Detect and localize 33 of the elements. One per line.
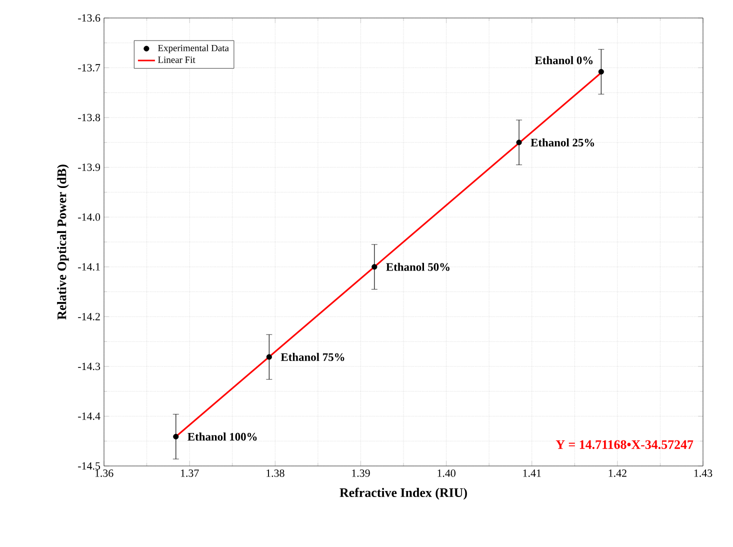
point (516, 140, 522, 146)
y-tick-label: -13.6 (78, 14, 100, 22)
point (598, 68, 604, 75)
x-tick-label: 1.41 (523, 470, 541, 477)
annotation: Y = 14.71168•X-34.57247 (556, 440, 694, 450)
x-axis-title: Refractive Index (RIU) (340, 488, 467, 500)
x-tick-label: 1.38 (266, 470, 284, 477)
x-tick-label: 1.43 (694, 470, 712, 477)
annotation: Ethanol 50% (386, 262, 450, 271)
point (173, 434, 179, 440)
x-tick-label: 1.37 (180, 470, 199, 477)
y-tick-label: -14.1 (78, 263, 100, 271)
annotation: Ethanol 25% (530, 138, 594, 146)
y-tick-label: -14.0 (78, 213, 100, 221)
y-tick-label: -13.8 (78, 114, 100, 122)
x-tick-label: 1.36 (95, 470, 114, 477)
y-tick-label: -13.9 (78, 164, 100, 172)
x-tick-label: 1.39 (352, 470, 370, 477)
annotation: Ethanol 0% (534, 56, 593, 64)
annotation: Ethanol 100% (188, 432, 257, 441)
x-tick-label: 1.40 (438, 470, 456, 477)
y-tick-label: -14.3 (78, 362, 100, 370)
x-tick-label: 1.42 (608, 470, 626, 477)
y-tick-label: -14.4 (78, 412, 100, 420)
annotation: Ethanol 75% (280, 352, 344, 362)
y-axis-title: Relative Optical Power (dB) (57, 164, 69, 320)
y-tick-label: -14.5 (78, 462, 100, 470)
legend-label: Linear Fit (158, 56, 196, 63)
legend-label: Experimental Data (158, 44, 229, 54)
y-tick-label: -13.7 (78, 64, 100, 72)
point (266, 354, 272, 360)
point (372, 264, 378, 270)
y-tick-label: -14.2 (78, 312, 100, 320)
